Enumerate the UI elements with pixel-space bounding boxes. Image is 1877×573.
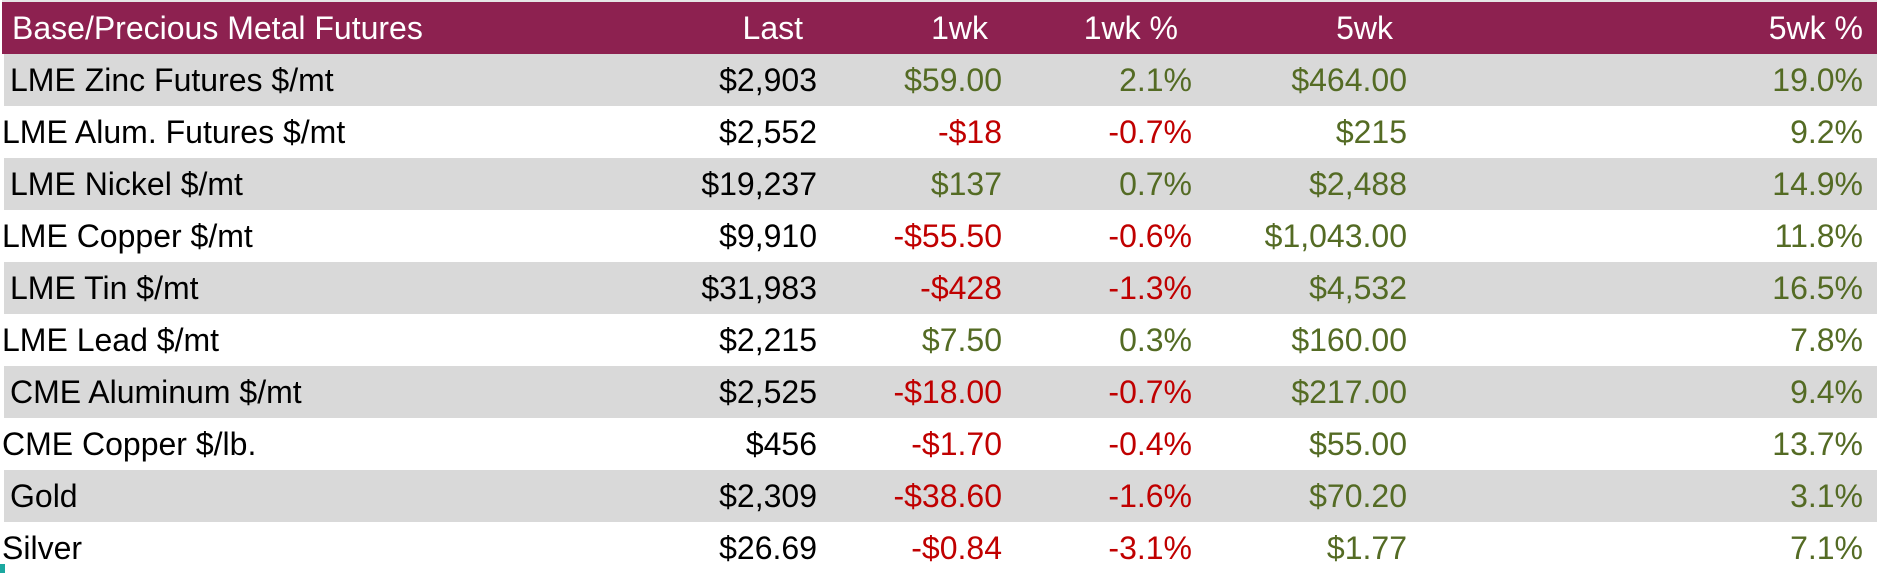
cell-instrument: LME Nickel $/mt [0,158,622,210]
col-header-last: Last [622,0,817,54]
col-header-5wk-pct: 5wk % [1407,0,1877,54]
cell-instrument: LME Zinc Futures $/mt [0,54,622,106]
table-header-row: Base/Precious Metal Futures Last 1wk 1wk… [2,0,1877,54]
cell-1wk-pct: -0.6% [1002,210,1192,262]
cell-1wk: $137 [817,158,1002,210]
cell-1wk: -$18 [817,106,1002,158]
col-header-1wk: 1wk [817,0,1002,54]
table-row: LME Nickel $/mt $19,237 $137 0.7% $2,488 14.9… [0,158,1877,210]
cell-5wk-pct: 14.9% [1407,158,1877,210]
cell-5wk: $215 [1192,106,1407,158]
cell-1wk: -$428 [817,262,1002,314]
cell-1wk-pct: 0.7% [1002,158,1192,210]
cell-5wk: $217.00 [1192,366,1407,418]
table-row: CME Copper $/lb. $456 -$1.70 -0.4% $55.00 13.… [2,418,1877,470]
table-row: LME Zinc Futures $/mt $2,903 $59.00 2.1% $46… [0,54,1877,106]
cell-last: $2,215 [622,314,817,366]
table-row: LME Tin $/mt $31,983 -$428 -1.3% $4,532 16.5% [0,262,1877,314]
cell-1wk: -$1.70 [817,418,1002,470]
cell-5wk-pct: 11.8% [1407,210,1877,262]
cell-1wk-pct: -0.4% [1002,418,1192,470]
cell-5wk: $55.00 [1192,418,1407,470]
cell-5wk: $70.20 [1192,470,1407,522]
cell-1wk-pct: -1.6% [1002,470,1192,522]
cell-last: $26.69 [622,522,817,573]
cell-last: $31,983 [622,262,817,314]
cell-1wk: -$55.50 [817,210,1002,262]
cell-1wk-pct: 2.1% [1002,54,1192,106]
cell-1wk-pct: -0.7% [1002,366,1192,418]
cell-5wk: $1,043.00 [1192,210,1407,262]
cell-1wk: $7.50 [817,314,1002,366]
cell-5wk-pct: 9.4% [1407,366,1877,418]
cell-instrument: Gold [0,470,622,522]
table-row: Silver $26.69 -$0.84 -3.1% $1.77 7.1% [2,522,1877,573]
table-row: Gold $2,309 -$38.60 -1.6% $70.20 3.1% [0,470,1877,522]
col-header-1wk-pct: 1wk % [1002,0,1192,54]
cell-5wk-pct: 19.0% [1407,54,1877,106]
table-row: LME Lead $/mt $2,215 $7.50 0.3% $160.00 7.8% [2,314,1877,366]
table-title: Base/Precious Metal Futures [2,0,622,54]
cell-last: $456 [622,418,817,470]
cell-5wk: $464.00 [1192,54,1407,106]
cell-1wk: -$38.60 [817,470,1002,522]
cell-last: $9,910 [622,210,817,262]
cell-selection-artifact [0,564,5,573]
cell-instrument: LME Lead $/mt [2,314,622,366]
cell-1wk-pct: -3.1% [1002,522,1192,573]
cell-instrument: CME Copper $/lb. [2,418,622,470]
cell-1wk-pct: -0.7% [1002,106,1192,158]
cell-instrument: CME Aluminum $/mt [0,366,622,418]
cell-5wk: $1.77 [1192,522,1407,573]
table-row: CME Aluminum $/mt $2,525 -$18.00 -0.7% $217.… [0,366,1877,418]
cell-5wk-pct: 9.2% [1407,106,1877,158]
cell-5wk: $160.00 [1192,314,1407,366]
cell-last: $2,552 [622,106,817,158]
cell-5wk-pct: 13.7% [1407,418,1877,470]
cell-last: $19,237 [622,158,817,210]
cell-1wk-pct: -1.3% [1002,262,1192,314]
cell-instrument: LME Copper $/mt [2,210,622,262]
cell-1wk-pct: 0.3% [1002,314,1192,366]
cell-5wk-pct: 3.1% [1407,470,1877,522]
table-row: LME Alum. Futures $/mt $2,552 -$18 -0.7% $21… [2,106,1877,158]
cell-5wk-pct: 7.8% [1407,314,1877,366]
cell-last: $2,309 [622,470,817,522]
cell-last: $2,903 [622,54,817,106]
col-header-5wk: 5wk [1192,0,1407,54]
cell-1wk: $59.00 [817,54,1002,106]
table-row: LME Copper $/mt $9,910 -$55.50 -0.6% $1,043.… [2,210,1877,262]
cell-1wk: -$18.00 [817,366,1002,418]
cell-instrument: LME Alum. Futures $/mt [2,106,622,158]
cell-instrument: Silver [2,522,622,573]
cell-last: $2,525 [622,366,817,418]
cell-5wk-pct: 16.5% [1407,262,1877,314]
cell-instrument: LME Tin $/mt [0,262,622,314]
cell-5wk-pct: 7.1% [1407,522,1877,573]
cell-5wk: $4,532 [1192,262,1407,314]
cell-1wk: -$0.84 [817,522,1002,573]
cell-5wk: $2,488 [1192,158,1407,210]
